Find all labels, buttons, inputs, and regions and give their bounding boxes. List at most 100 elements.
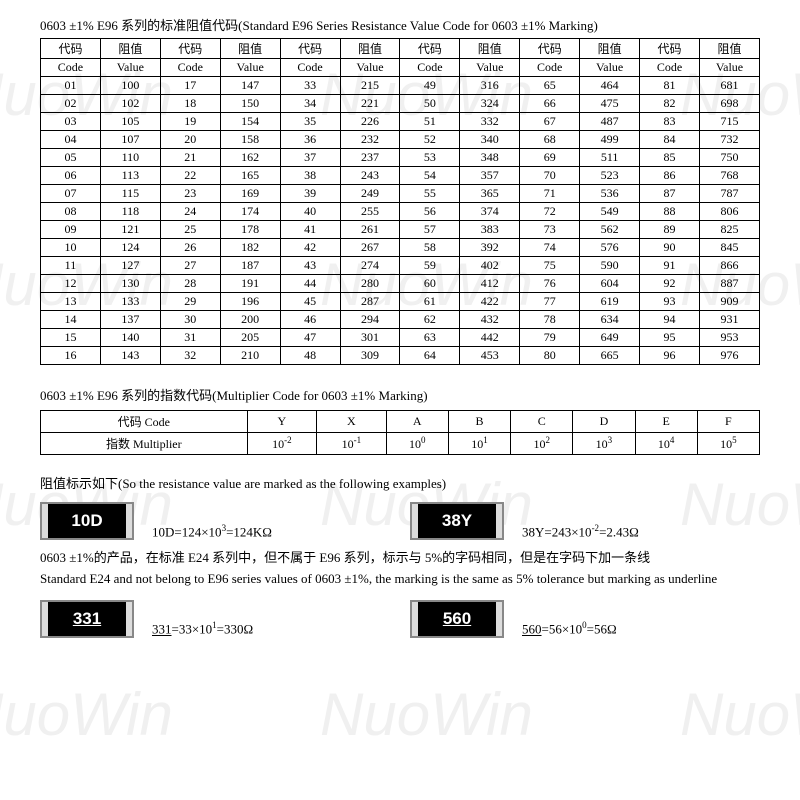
formula-10d: 10D=124×103=124KΩ [152,523,272,540]
col-header-value-cn: 阻值 [460,39,520,59]
resistor-chip-560: 560 [410,600,504,638]
value-cell: 402 [460,257,520,275]
col-header-value-en: Value [100,59,160,77]
value-cell: 576 [580,239,640,257]
value-cell: 280 [340,275,400,293]
underline-note: 0603 ±1%的产品，在标准 E24 系列中，但不属于 E96 系列，标示与 … [40,548,760,590]
mult-value-cell: 100 [386,433,448,455]
code-cell: 90 [640,239,700,257]
value-cell: 210 [220,347,280,365]
code-cell: 79 [520,329,580,347]
value-cell: 649 [580,329,640,347]
code-cell: 02 [41,95,101,113]
code-cell: 44 [280,275,340,293]
code-cell: 78 [520,311,580,329]
code-cell: 34 [280,95,340,113]
table-row: 091212517841261573837356289825 [41,221,760,239]
col-header-value-cn: 阻值 [220,39,280,59]
code-cell: 25 [160,221,220,239]
code-cell: 57 [400,221,460,239]
code-cell: 41 [280,221,340,239]
code-cell: 81 [640,77,700,95]
code-cell: 86 [640,167,700,185]
value-cell: 182 [220,239,280,257]
mult-value-cell: 101 [448,433,510,455]
col-header-value-cn: 阻值 [100,39,160,59]
value-cell: 274 [340,257,400,275]
value-cell: 909 [699,293,759,311]
code-cell: 76 [520,275,580,293]
value-cell: 249 [340,185,400,203]
value-cell: 590 [580,257,640,275]
code-cell: 96 [640,347,700,365]
value-cell: 150 [220,95,280,113]
code-cell: 91 [640,257,700,275]
col-header-value-en: Value [580,59,640,77]
code-cell: 28 [160,275,220,293]
code-cell: 94 [640,311,700,329]
value-cell: 113 [100,167,160,185]
value-cell: 340 [460,131,520,149]
code-cell: 07 [41,185,101,203]
table-row: 051102116237237533486951185750 [41,149,760,167]
code-cell: 87 [640,185,700,203]
value-cell: 732 [699,131,759,149]
code-cell: 20 [160,131,220,149]
value-cell: 124 [100,239,160,257]
value-cell: 316 [460,77,520,95]
table-row: 161433221048309644538066596976 [41,347,760,365]
col-header-code-en: Code [280,59,340,77]
value-cell: 215 [340,77,400,95]
mult-value-cell: 102 [511,433,573,455]
value-cell: 806 [699,203,759,221]
code-cell: 92 [640,275,700,293]
value-cell: 453 [460,347,520,365]
code-cell: 65 [520,77,580,95]
code-cell: 60 [400,275,460,293]
col-header-value-cn: 阻值 [580,39,640,59]
code-cell: 45 [280,293,340,311]
code-cell: 53 [400,149,460,167]
code-cell: 06 [41,167,101,185]
value-cell: 267 [340,239,400,257]
code-cell: 23 [160,185,220,203]
value-cell: 133 [100,293,160,311]
value-cell: 887 [699,275,759,293]
value-cell: 412 [460,275,520,293]
table-row: 041072015836232523406849984732 [41,131,760,149]
code-cell: 09 [41,221,101,239]
watermark: NuoWin [320,680,533,749]
examples-title: 阻值标示如下(So the resistance value are marke… [40,473,760,492]
mult-code-cell: C [511,411,573,433]
table-row: 011001714733215493166546481681 [41,77,760,95]
value-cell: 442 [460,329,520,347]
table-row: 021021815034221503246647582698 [41,95,760,113]
col-header-code-en: Code [400,59,460,77]
value-cell: 562 [580,221,640,239]
value-cell: 604 [580,275,640,293]
value-cell: 422 [460,293,520,311]
table-row: 101242618242267583927457690845 [41,239,760,257]
value-cell: 191 [220,275,280,293]
e96-code-table: 代码阻值代码阻值代码阻值代码阻值代码阻值代码阻值 CodeValueCodeVa… [40,38,760,365]
code-cell: 12 [41,275,101,293]
code-cell: 21 [160,149,220,167]
col-header-code-en: Code [640,59,700,77]
code-cell: 42 [280,239,340,257]
value-cell: 147 [220,77,280,95]
value-cell: 107 [100,131,160,149]
code-cell: 52 [400,131,460,149]
code-cell: 26 [160,239,220,257]
value-cell: 698 [699,95,759,113]
code-cell: 48 [280,347,340,365]
code-cell: 38 [280,167,340,185]
col-header-code-cn: 代码 [280,39,340,59]
value-cell: 301 [340,329,400,347]
table-row: 121302819144280604127660492887 [41,275,760,293]
code-cell: 84 [640,131,700,149]
value-cell: 787 [699,185,759,203]
code-cell: 19 [160,113,220,131]
table-row: 071152316939249553657153687787 [41,185,760,203]
code-cell: 32 [160,347,220,365]
code-cell: 58 [400,239,460,257]
